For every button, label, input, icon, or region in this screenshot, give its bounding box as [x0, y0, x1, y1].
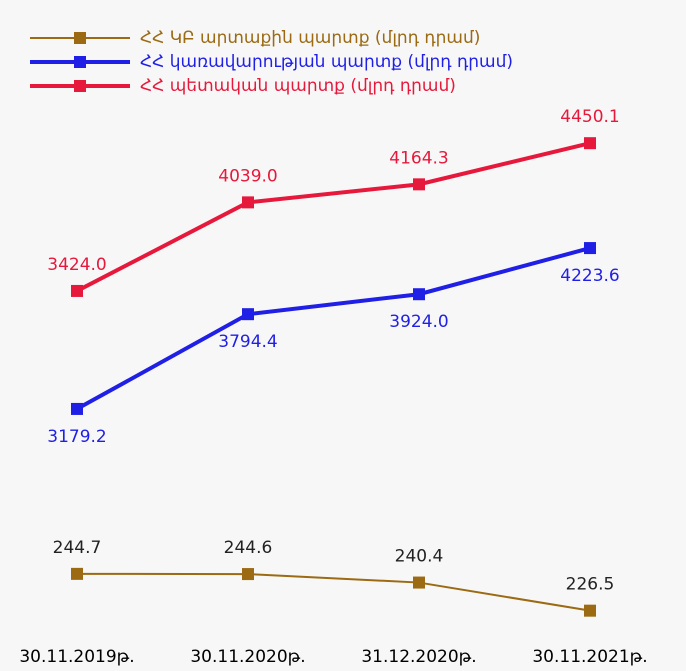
point-marker [242, 196, 254, 209]
legend-marker [74, 56, 86, 68]
point-marker [242, 308, 254, 321]
data-label: 3179.2 [47, 427, 106, 447]
point-marker [71, 284, 83, 297]
data-label: 244.7 [53, 538, 102, 558]
point-marker [71, 567, 83, 580]
series-line [76, 572, 591, 612]
legend-label: ՀՀ պետական պարտք (մլրդ դրամ) [140, 76, 456, 96]
point-marker [584, 242, 596, 255]
data-label: 244.6 [224, 538, 273, 558]
data-label: 4039.0 [218, 166, 277, 186]
data-label: 4450.1 [560, 107, 619, 127]
series-line [76, 246, 591, 411]
series-line [76, 141, 591, 293]
point-marker [413, 576, 425, 589]
legend-label: ՀՀ կառավարության պարտք (մլրդ դրամ) [140, 52, 513, 72]
legend-label: ՀՀ ԿԲ արտաքին պարտք (մլրդ դրամ) [140, 28, 480, 48]
data-label: 240.4 [395, 547, 444, 567]
x-tick-label: 30.11.2020թ. [190, 647, 305, 667]
x-tick-label: 31.12.2020թ. [361, 647, 476, 667]
data-label: 4164.3 [389, 148, 448, 168]
x-tick-label: 30.11.2019թ. [19, 647, 134, 667]
data-label: 3794.4 [218, 332, 277, 352]
point-marker [242, 568, 254, 581]
point-marker [413, 178, 425, 191]
point-marker [584, 137, 596, 150]
x-tick-label: 30.11.2021թ. [532, 647, 647, 667]
data-label: 3424.0 [47, 255, 106, 275]
legend-marker [74, 80, 86, 92]
data-label: 3924.0 [389, 312, 448, 332]
point-marker [71, 402, 83, 415]
data-label: 4223.6 [560, 266, 619, 286]
point-marker [584, 604, 596, 617]
point-marker [413, 288, 425, 301]
legend-marker [74, 32, 86, 44]
data-label: 226.5 [566, 575, 615, 595]
